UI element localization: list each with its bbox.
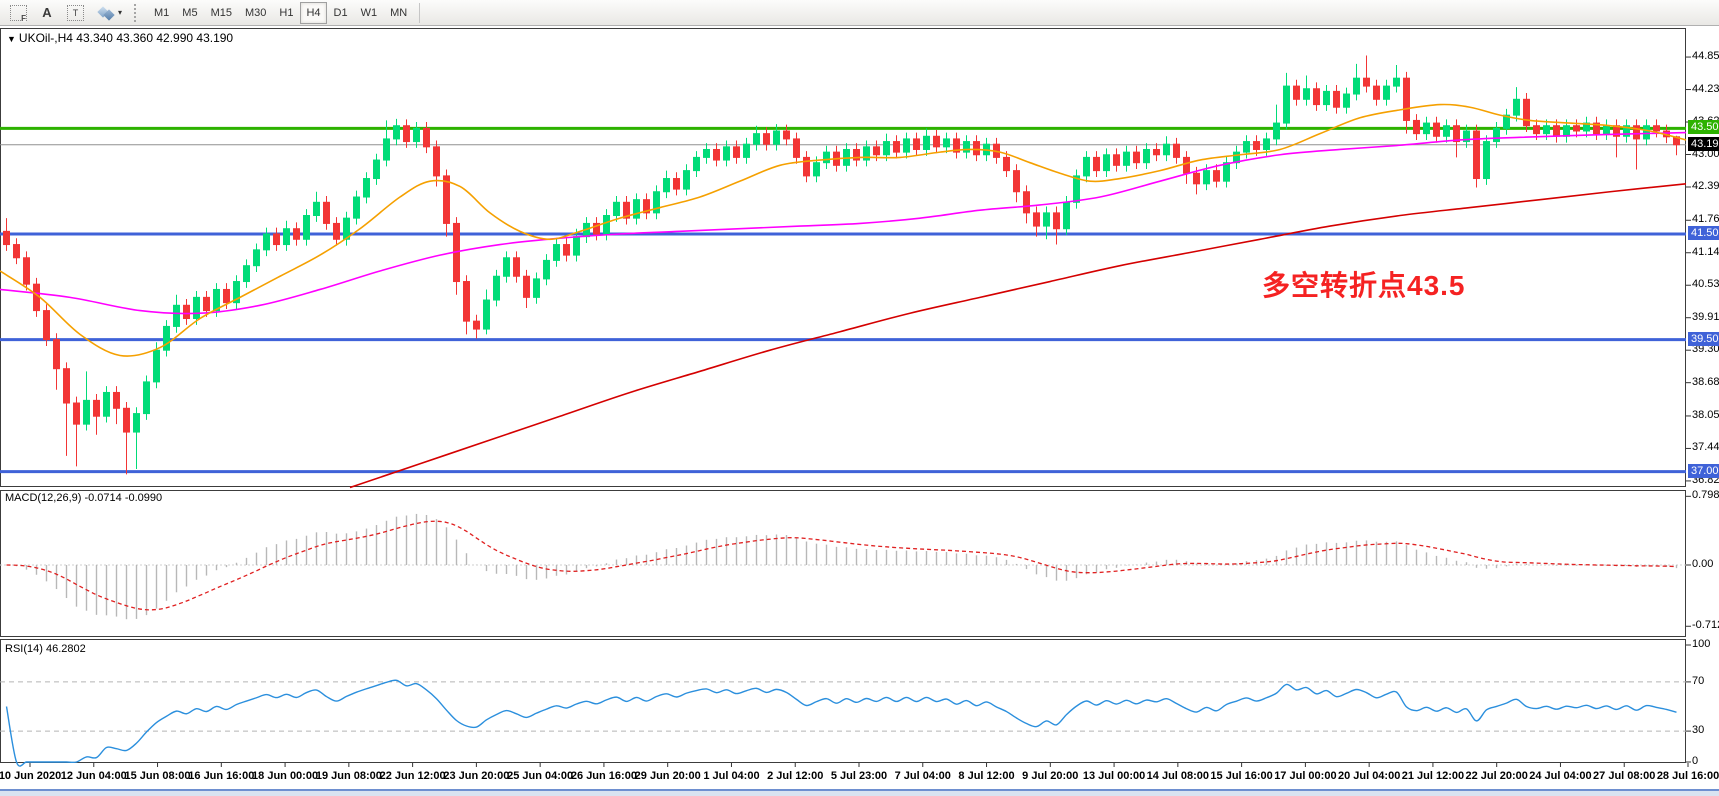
price-tick-label: 38.055 xyxy=(1692,408,1719,421)
price-level-label: 37.000 xyxy=(1688,463,1719,478)
time-tick-label: 2 Jul 12:00 xyxy=(767,770,824,782)
timeframe-button-M15[interactable]: M15 xyxy=(205,2,238,24)
time-tick-label: 15 Jul 16:00 xyxy=(1210,770,1273,782)
pane-borders xyxy=(0,28,1686,763)
time-tick-label: 17 Jul 00:00 xyxy=(1274,770,1337,782)
price-tick-label: 44.235 xyxy=(1692,82,1719,95)
time-tick-label: 25 Jun 04:00 xyxy=(507,770,574,782)
price-tick-label: 100 xyxy=(1692,638,1711,650)
price-level-label: 41.500 xyxy=(1688,225,1719,240)
price-tick-label: 0.7986 xyxy=(1692,489,1719,502)
time-tick-label: 21 Jul 12:00 xyxy=(1401,770,1465,782)
indicator-frame-icon: F xyxy=(10,4,27,22)
price-tick-label: -0.7124 xyxy=(1692,619,1719,632)
time-tick-label: 20 Jul 04:00 xyxy=(1337,770,1401,782)
time-tick-label: 9 Jul 20:00 xyxy=(1022,770,1079,782)
indicator-frame-button[interactable]: F xyxy=(4,2,33,24)
time-tick-label: 18 Jun 00:00 xyxy=(252,770,319,782)
time-tick-label: 14 Jul 08:00 xyxy=(1146,770,1210,782)
time-tick-label: 22 Jun 12:00 xyxy=(379,770,446,782)
rsi-label: RSI(14) 46.2802 xyxy=(5,643,86,655)
chart-title: ▼ UKOil-,H4 43.340 43.360 42.990 43.190 xyxy=(7,31,233,45)
collapse-triangle-icon[interactable]: ▼ xyxy=(7,34,16,44)
time-tick-label: 12 Jun 04:00 xyxy=(60,770,127,782)
time-tick-label: 15 Jun 08:00 xyxy=(124,770,191,782)
axis-ticks xyxy=(29,56,1691,767)
time-tick-label: 5 Jul 23:00 xyxy=(830,770,888,782)
text-label-tool-button[interactable]: T xyxy=(61,2,90,24)
price-level-label: 43.190 xyxy=(1688,136,1719,151)
time-tick-label: 8 Jul 12:00 xyxy=(958,770,1015,782)
price-tick-label: 38.685 xyxy=(1692,375,1719,388)
macd-label: MACD(12,26,9) -0.0714 -0.0990 xyxy=(5,492,163,504)
font-tool-button[interactable]: A xyxy=(35,2,59,24)
timeframe-button-MN[interactable]: MN xyxy=(384,2,413,24)
time-tick-label: 13 Jul 00:00 xyxy=(1082,770,1146,782)
toolbar-separator xyxy=(419,2,421,23)
time-tick-label: 26 Jun 16:00 xyxy=(570,770,637,782)
time-tick-label: 7 Jul 04:00 xyxy=(894,770,951,782)
candles-layer xyxy=(3,55,1680,475)
price-tick-label: 37.440 xyxy=(1692,441,1719,454)
moving-averages-layer xyxy=(0,103,1687,489)
text-box-icon: T xyxy=(67,4,84,21)
price-tick-label: 42.390 xyxy=(1692,179,1719,192)
timeframe-button-M1[interactable]: M1 xyxy=(148,2,175,24)
diamonds-icon xyxy=(97,5,116,21)
price-tick-label: 30 xyxy=(1692,724,1705,737)
price-level-label: 39.500 xyxy=(1688,331,1719,346)
timeframe-button-group: M1 M5 M15 M30 H1 H4 D1 W1 MN xyxy=(148,1,413,24)
price-tick-label: 39.915 xyxy=(1692,310,1719,323)
price-tick-label: 39.300 xyxy=(1692,343,1719,356)
price-tick-label: 41.145 xyxy=(1692,245,1719,258)
ma-slow-red-line xyxy=(349,183,1687,489)
timeframe-button-W1[interactable]: W1 xyxy=(355,2,384,24)
price-tick-label: 70 xyxy=(1692,674,1705,687)
price-tick-label: 0 xyxy=(1692,755,1699,767)
timeframe-button-M30[interactable]: M30 xyxy=(239,2,272,24)
toolbar: F A T ▾ M1 M5 M15 M30 H1 H4 D1 W1 MN xyxy=(0,0,1719,26)
time-tick-label: 16 Jun 16:00 xyxy=(188,770,255,782)
time-tick-label: 29 Jun 20:00 xyxy=(634,770,701,782)
chart-canvas[interactable] xyxy=(0,26,1719,788)
chevron-down-icon: ▾ xyxy=(118,8,123,17)
time-tick-label: 24 Jul 04:00 xyxy=(1529,770,1592,782)
timeframe-button-H1[interactable]: H1 xyxy=(273,2,299,24)
timeframe-button-H4[interactable]: H4 xyxy=(300,1,327,24)
rsi-line xyxy=(5,679,1677,767)
price-tick-label: 41.760 xyxy=(1692,213,1719,226)
ma-fast-orange-line xyxy=(0,103,1687,357)
macd-signal-line xyxy=(6,520,1677,611)
time-tick-label: 1 Jul 04:00 xyxy=(703,770,760,782)
rsi-pane xyxy=(0,679,1686,767)
font-a-icon: A xyxy=(42,5,52,20)
time-tick-label: 22 Jul 20:00 xyxy=(1465,770,1528,782)
price-tick-label: 44.850 xyxy=(1692,50,1719,63)
annotation-text: 多空转折点43.5 xyxy=(1262,270,1466,301)
price-level-label: 43.500 xyxy=(1688,120,1719,135)
time-tick-label: 10 Jun 2020 xyxy=(0,770,62,782)
ohlc-values: 43.340 43.360 42.990 43.190 xyxy=(76,31,234,45)
price-tick-label: 40.530 xyxy=(1692,278,1719,291)
macd-pane xyxy=(0,513,1686,620)
ma-mid-magenta-line xyxy=(0,131,1687,315)
time-tick-label: 23 Jun 20:00 xyxy=(443,770,510,782)
window-bottom-strip xyxy=(0,789,1719,796)
horizontal-levels xyxy=(0,126,1686,474)
symbol-period-label: UKOil-,H4 xyxy=(18,31,73,45)
time-tick-label: 28 Jul 16:00 xyxy=(1656,770,1719,782)
timeframe-button-M5[interactable]: M5 xyxy=(176,2,203,24)
time-tick-label: 27 Jul 08:00 xyxy=(1593,770,1656,782)
time-tick-label: 19 Jun 08:00 xyxy=(315,770,382,782)
timeframe-button-D1[interactable]: D1 xyxy=(328,2,354,24)
price-tick-label: 0.00 xyxy=(1692,558,1714,570)
toolbar-grip[interactable] xyxy=(134,3,140,22)
chart-area[interactable]: ▼ UKOil-,H4 43.340 43.360 42.990 43.190 M… xyxy=(0,26,1719,788)
object-style-button[interactable]: ▾ xyxy=(92,2,128,24)
